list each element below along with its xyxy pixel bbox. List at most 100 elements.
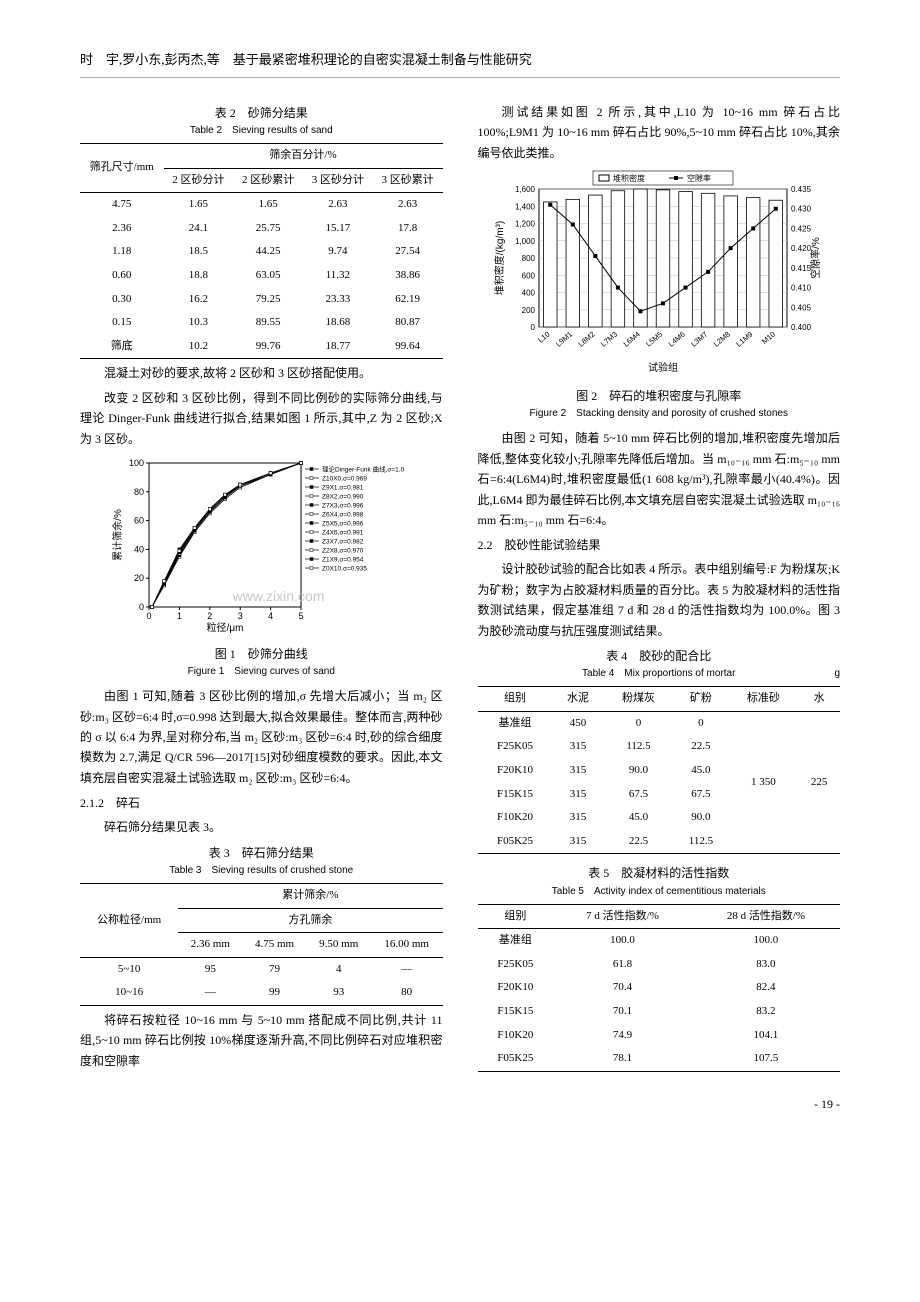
page-number: - 19 - [80, 1095, 840, 1114]
svg-text:0.400: 0.400 [791, 323, 812, 332]
table-cell: 79 [242, 957, 306, 981]
table-cell: F25K05 [478, 953, 554, 977]
table-row: F20K1070.482.4 [478, 976, 841, 1000]
table4-col-4: 标准砂 [728, 687, 798, 712]
figure-2: 02004006008001,0001,2001,4001,6000.4000.… [478, 167, 841, 383]
table-row: 基准组450001 350225 [478, 711, 841, 735]
svg-text:5: 5 [299, 611, 304, 621]
table-cell-merged: 1 350 [728, 711, 798, 854]
svg-text:0.410: 0.410 [791, 284, 812, 293]
table-cell: 4.75 [80, 193, 164, 217]
svg-text:L4M6: L4M6 [666, 330, 686, 349]
svg-text:空隙率: 空隙率 [687, 173, 711, 183]
table-cell: 基准组 [478, 711, 553, 735]
fig1-caption-cn: 图 1 砂筛分曲线 [80, 645, 443, 664]
table-cell: 99.64 [373, 335, 443, 359]
table3-col-1: 4.75 mm [242, 933, 306, 958]
table-cell: F10K20 [478, 806, 553, 830]
table-cell: 9.74 [303, 240, 373, 264]
svg-text:1,600: 1,600 [515, 185, 536, 194]
section-2-2: 2.2 胶砂性能试验结果 [478, 536, 841, 555]
svg-text:M10: M10 [760, 330, 777, 346]
table-cell: F05K25 [478, 830, 553, 854]
svg-text:Z10X0,σ=0.969: Z10X0,σ=0.969 [322, 475, 367, 482]
table3-col-3: 16.00 mm [371, 933, 443, 958]
table-cell: 83.2 [692, 1000, 840, 1024]
table-cell: 1.18 [80, 240, 164, 264]
right-p2: 由图 2 可知，随着 5~10 mm 碎石比例的增加,堆积密度先增加后降低,整体… [478, 428, 841, 530]
table5-col-2: 28 d 活性指数/% [692, 904, 840, 929]
table-cell: 筛底 [80, 335, 164, 359]
svg-text:Z1X9,σ=0.954: Z1X9,σ=0.954 [322, 556, 364, 563]
table-cell: 79.25 [233, 288, 303, 312]
table5-title-cn: 表 5 胶凝材料的活性指数 [478, 864, 841, 883]
table-row: 基准组100.0100.0 [478, 929, 841, 953]
table2-head-size: 筛孔尺寸/mm [80, 143, 164, 192]
table-cell: 5~10 [80, 957, 178, 981]
table-cell: 100.0 [692, 929, 840, 953]
table2: 筛孔尺寸/mm 筛余百分计/% 2 区砂分计 2 区砂累计 3 区砂分计 3 区… [80, 143, 443, 359]
table-cell: 315 [553, 806, 604, 830]
left-p2: 改变 2 区砂和 3 区砂比例，得到不同比例砂的实际筛分曲线,与理论 Dinge… [80, 388, 443, 449]
svg-text:800: 800 [521, 254, 535, 263]
table3-head-left: 公称粒径/mm [80, 883, 178, 957]
svg-text:200: 200 [521, 306, 535, 315]
table-cell: 90.0 [604, 759, 674, 783]
table-cell: 25.75 [233, 217, 303, 241]
table5: 组别 7 d 活性指数/% 28 d 活性指数/% 基准组100.0100.0F… [478, 904, 841, 1072]
table5-col-1: 7 d 活性指数/% [553, 904, 692, 929]
left-p1: 混凝土对砂的要求,故将 2 区砂和 3 区砂搭配使用。 [80, 363, 443, 383]
svg-text:堆积密度: 堆积密度 [613, 173, 645, 183]
table-cell: F20K10 [478, 976, 554, 1000]
table4-col-1: 水泥 [553, 687, 604, 712]
table-cell: 315 [553, 759, 604, 783]
table2-head-group: 筛余百分计/% [164, 143, 443, 168]
table-row: 2.3624.125.7515.1717.8 [80, 217, 443, 241]
table-cell: 45.0 [604, 806, 674, 830]
table-row: 0.3016.279.2523.3362.19 [80, 288, 443, 312]
table4-title-cn: 表 4 胶砂的配合比 [478, 647, 841, 666]
table-cell: 18.5 [164, 240, 234, 264]
table-cell: F05K25 [478, 1047, 554, 1071]
table-cell: 11.32 [303, 264, 373, 288]
figure-2-svg: 02004006008001,0001,2001,4001,6000.4000.… [489, 167, 829, 377]
svg-text:Z9X1,σ=0.981: Z9X1,σ=0.981 [322, 484, 364, 491]
svg-text:1,400: 1,400 [515, 202, 536, 211]
svg-text:L2M8: L2M8 [712, 330, 732, 349]
table-cell: 112.5 [604, 735, 674, 759]
table-cell: 0.15 [80, 311, 164, 335]
table2-title-en: Table 2 Sieving results of sand [80, 123, 443, 139]
table-cell: 10~16 [80, 981, 178, 1005]
table-cell: 95 [178, 957, 242, 981]
table-row: 10~16—999380 [80, 981, 443, 1005]
svg-text:0: 0 [530, 323, 535, 332]
svg-text:600: 600 [521, 271, 535, 280]
svg-text:Z6X4,σ=0.998: Z6X4,σ=0.998 [322, 511, 364, 518]
table-cell: 93 [307, 981, 371, 1005]
table-cell: 17.8 [373, 217, 443, 241]
svg-text:0.405: 0.405 [791, 303, 812, 312]
svg-text:0.420: 0.420 [791, 244, 812, 253]
table-cell: 10.3 [164, 311, 234, 335]
table3-title-en: Table 3 Sieving results of crushed stone [80, 863, 443, 879]
table-cell: 100.0 [553, 929, 692, 953]
svg-text:1: 1 [177, 611, 182, 621]
table2-col-3: 3 区砂累计 [373, 168, 443, 193]
table-cell: 67.5 [673, 783, 728, 807]
table4-col-0: 组别 [478, 687, 553, 712]
right-column: 测试结果如图 2 所示,其中,L10 为 10~16 mm 碎石占比 100%;… [478, 98, 841, 1075]
table3: 公称粒径/mm 累计筛余/% 方孔筛余 2.36 mm 4.75 mm 9.50… [80, 883, 443, 1006]
table-cell: — [371, 957, 443, 981]
svg-text:Z8X2,σ=0.990: Z8X2,σ=0.990 [322, 493, 364, 500]
table-cell: 27.54 [373, 240, 443, 264]
table-cell: 基准组 [478, 929, 554, 953]
table-cell: 80 [371, 981, 443, 1005]
table4-title-en: Table 4 Mix proportions of mortar g [478, 666, 841, 682]
svg-text:2: 2 [208, 611, 213, 621]
svg-text:试验组: 试验组 [648, 361, 678, 374]
table-cell: 24.1 [164, 217, 234, 241]
table-cell: 315 [553, 783, 604, 807]
svg-text:累计筛余/%: 累计筛余/% [111, 509, 124, 561]
svg-text:4: 4 [268, 611, 273, 621]
table3-head-group: 累计筛余/% [178, 883, 442, 908]
